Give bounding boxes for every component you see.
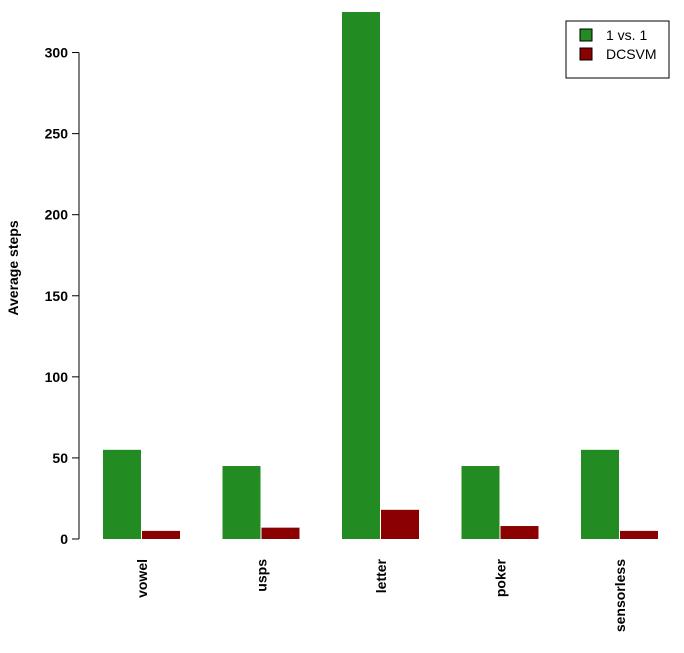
bar-usps-1-vs-1 bbox=[222, 466, 261, 539]
category-label: letter bbox=[373, 558, 389, 593]
category-labels: vowel usps letter poker sensorless bbox=[134, 558, 628, 632]
bar-poker-dcsvm bbox=[500, 526, 539, 539]
bar-sensorless-1-vs-1 bbox=[581, 449, 619, 539]
bar-vowel-dcsvm bbox=[142, 530, 180, 539]
bars-group bbox=[103, 12, 658, 539]
y-tick-label: 150 bbox=[45, 288, 69, 304]
category-label: sensorless bbox=[612, 559, 628, 632]
y-axis-label: Average steps bbox=[5, 220, 21, 315]
bar-letter-dcsvm bbox=[381, 509, 419, 539]
y-tick-label: 50 bbox=[52, 450, 68, 466]
legend-label: 1 vs. 1 bbox=[606, 27, 647, 43]
legend-items: 1 vs. 1 DCSVM bbox=[579, 27, 657, 62]
bar-sensorless-dcsvm bbox=[620, 530, 658, 539]
y-tick-label: 100 bbox=[45, 369, 69, 385]
y-tick-label: 250 bbox=[45, 126, 69, 142]
y-axis: 0 50 100 150 200 250 300 bbox=[45, 45, 80, 547]
bar-vowel-1-vs-1 bbox=[103, 449, 141, 539]
category-label: vowel bbox=[134, 559, 150, 598]
category-label: usps bbox=[254, 559, 270, 592]
y-tick-label: 300 bbox=[45, 45, 69, 61]
legend-swatch bbox=[579, 28, 593, 42]
legend: 1 vs. 1 DCSVM bbox=[565, 20, 670, 79]
y-tick-label: 200 bbox=[45, 207, 69, 223]
y-ticks: 0 50 100 150 200 250 300 bbox=[45, 45, 79, 547]
y-tick-label: 0 bbox=[60, 531, 68, 547]
legend-swatch bbox=[579, 47, 593, 61]
bar-poker-1-vs-1 bbox=[461, 466, 500, 539]
category-label: poker bbox=[493, 558, 509, 597]
legend-label: DCSVM bbox=[606, 46, 657, 62]
bar-usps-dcsvm bbox=[261, 527, 300, 539]
bar-letter-1-vs-1 bbox=[342, 12, 380, 539]
